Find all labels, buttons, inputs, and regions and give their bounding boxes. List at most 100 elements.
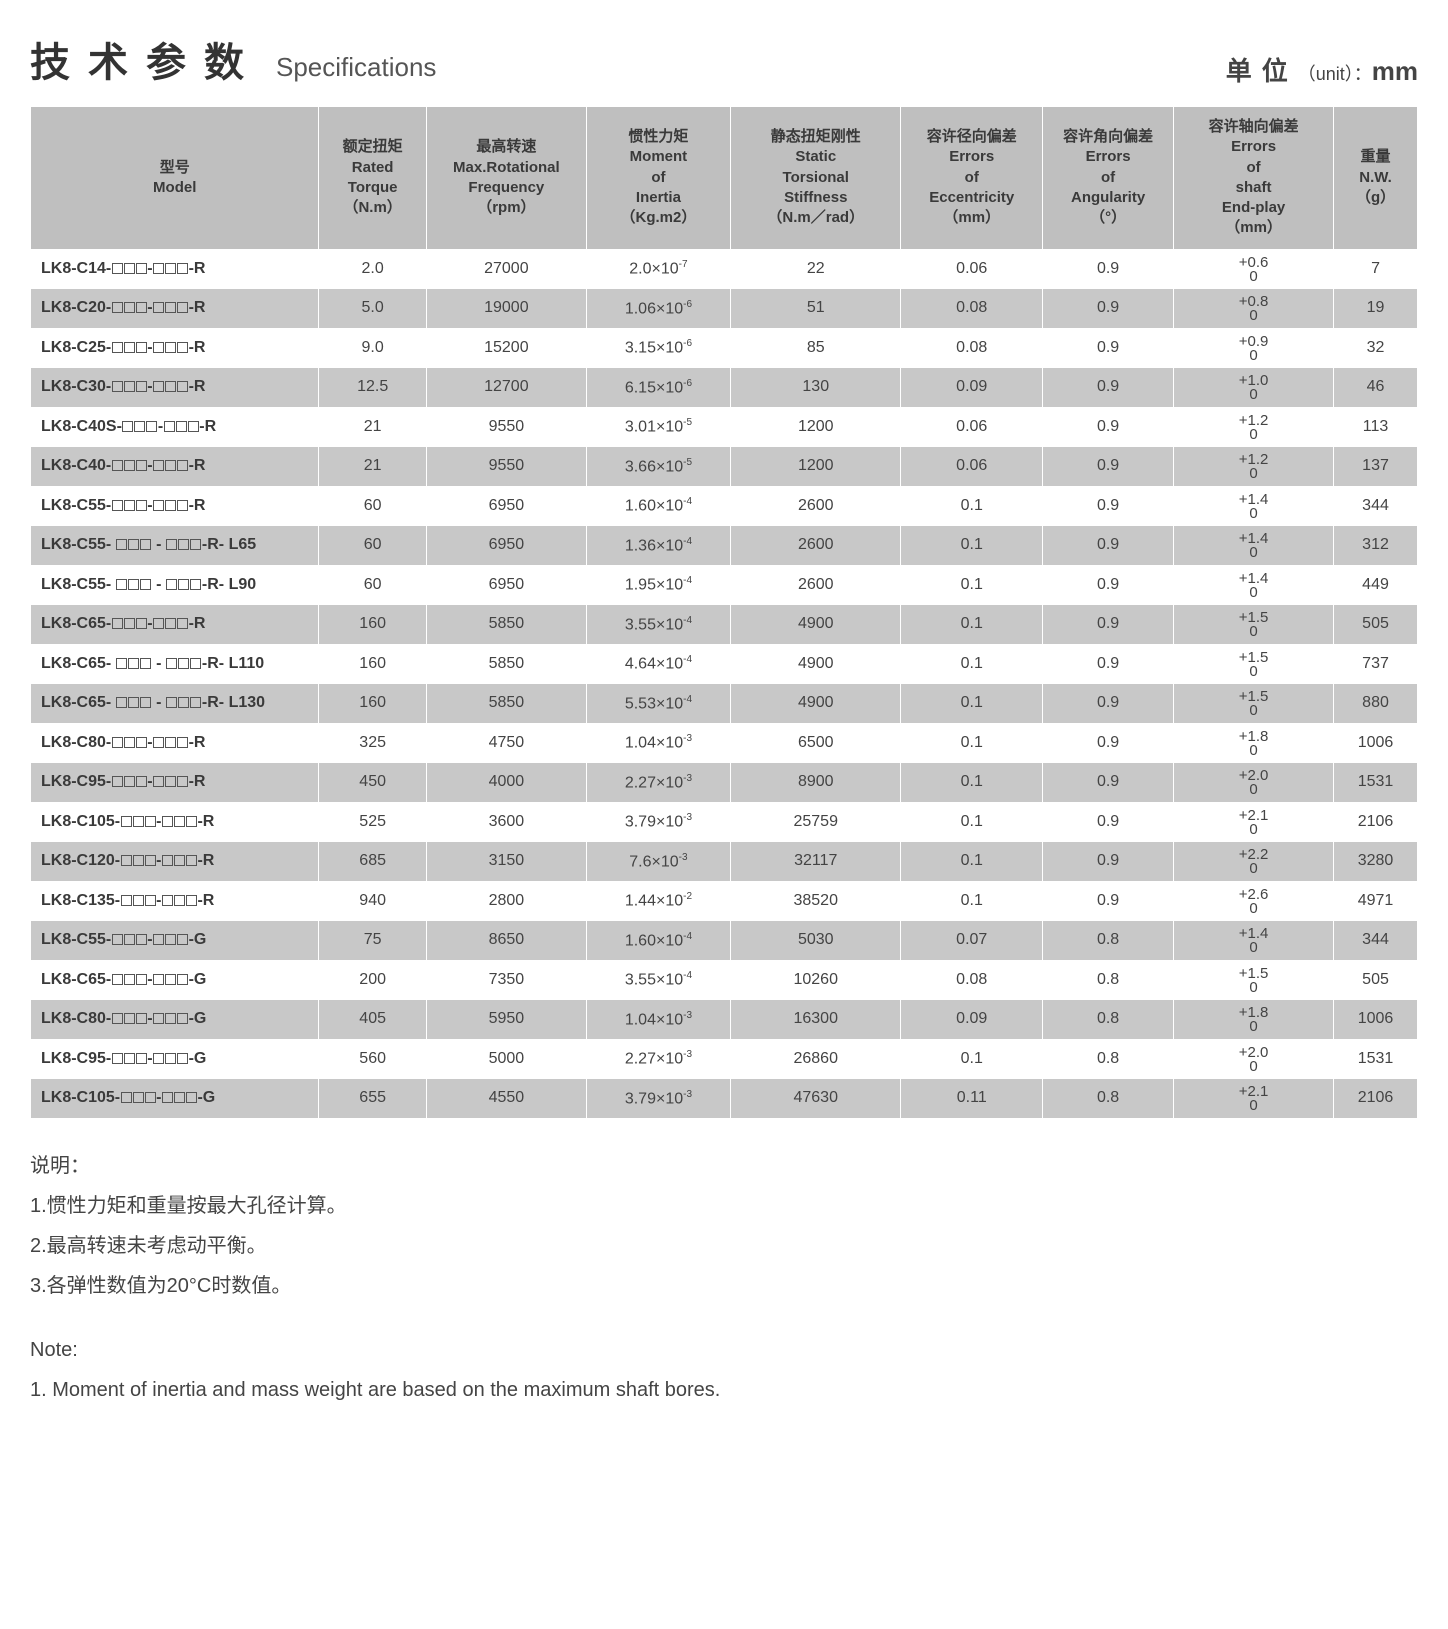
cell-torque: 5.0: [319, 289, 426, 329]
cell-endplay: +2.10: [1174, 802, 1334, 842]
cell-stiffness: 26860: [731, 1039, 901, 1079]
cell-inertia: 2.27×10-3: [586, 1039, 730, 1079]
table-row: LK8-C55---G7586501.60×10-450300.070.8+1.…: [31, 921, 1418, 961]
cell-torque: 160: [319, 644, 426, 684]
cell-eccentricity: 0.1: [901, 802, 1043, 842]
cell-weight: 449: [1334, 565, 1418, 605]
cell-endplay: +1.50: [1174, 644, 1334, 684]
cell-eccentricity: 0.1: [901, 644, 1043, 684]
cell-weight: 19: [1334, 289, 1418, 329]
cell-model: LK8-C135---R: [31, 881, 319, 921]
table-row: LK8-C80---R32547501.04×10-365000.10.9+1.…: [31, 723, 1418, 763]
cell-stiffness: 10260: [731, 960, 901, 1000]
cell-eccentricity: 0.09: [901, 368, 1043, 408]
cell-model: LK8-C40S---R: [31, 407, 319, 447]
cell-endplay: +0.90: [1174, 328, 1334, 368]
cell-inertia: 3.15×10-6: [586, 328, 730, 368]
cell-angularity: 0.8: [1043, 1079, 1174, 1119]
cell-eccentricity: 0.1: [901, 881, 1043, 921]
table-row: LK8-C120---R68531507.6×10-3321170.10.9+2…: [31, 842, 1418, 882]
cell-torque: 405: [319, 1000, 426, 1040]
table-row: LK8-C95---G56050002.27×10-3268600.10.8+2…: [31, 1039, 1418, 1079]
cell-eccentricity: 0.1: [901, 1039, 1043, 1079]
cell-rpm: 3150: [426, 842, 586, 882]
cell-angularity: 0.9: [1043, 526, 1174, 566]
cell-model: LK8-C65---R: [31, 605, 319, 645]
cell-weight: 3280: [1334, 842, 1418, 882]
cell-torque: 655: [319, 1079, 426, 1119]
cell-model: LK8-C65- - -R- L130: [31, 684, 319, 724]
cell-weight: 2106: [1334, 1079, 1418, 1119]
cell-model: LK8-C120---R: [31, 842, 319, 882]
table-row: LK8-C65---G20073503.55×10-4102600.080.8+…: [31, 960, 1418, 1000]
cell-torque: 160: [319, 605, 426, 645]
cell-angularity: 0.8: [1043, 1000, 1174, 1040]
cell-torque: 525: [319, 802, 426, 842]
cell-inertia: 1.60×10-4: [586, 486, 730, 526]
cell-angularity: 0.9: [1043, 723, 1174, 763]
cell-endplay: +2.00: [1174, 1039, 1334, 1079]
note-line: 1. Moment of inertia and mass weight are…: [30, 1371, 1418, 1409]
table-row: LK8-C40S---R2195503.01×10-512000.060.9+1…: [31, 407, 1418, 447]
col-header: 最高转速Max.RotationalFrequency（rpm）: [426, 107, 586, 250]
cell-endplay: +2.10: [1174, 1079, 1334, 1119]
cell-endplay: +1.20: [1174, 447, 1334, 487]
notes-cn-head: 说明：: [30, 1147, 1418, 1185]
cell-rpm: 4750: [426, 723, 586, 763]
cell-eccentricity: 0.06: [901, 407, 1043, 447]
cell-endplay: +1.50: [1174, 960, 1334, 1000]
note-line: 1.惯性力矩和重量按最大孔径计算。: [30, 1187, 1418, 1225]
cell-rpm: 5850: [426, 605, 586, 645]
cell-eccentricity: 0.08: [901, 960, 1043, 1000]
col-header: 容许角向偏差ErrorsofAngularity（°）: [1043, 107, 1174, 250]
cell-inertia: 2.0×10-7: [586, 249, 730, 289]
cell-eccentricity: 0.11: [901, 1079, 1043, 1119]
cell-torque: 940: [319, 881, 426, 921]
cell-torque: 60: [319, 486, 426, 526]
col-header: 额定扭矩RatedTorque（N.m）: [319, 107, 426, 250]
cell-angularity: 0.9: [1043, 289, 1174, 329]
title-en: Specifications: [276, 52, 436, 83]
table-row: LK8-C65- - -R- L13016058505.53×10-449000…: [31, 684, 1418, 724]
table-head: 型号Model额定扭矩RatedTorque（N.m）最高转速Max.Rotat…: [31, 107, 1418, 250]
page-header: 技术参数 Specifications 单位（unit）：mm: [30, 30, 1418, 88]
cell-rpm: 12700: [426, 368, 586, 408]
cell-stiffness: 2600: [731, 526, 901, 566]
cell-stiffness: 8900: [731, 763, 901, 803]
cell-rpm: 5000: [426, 1039, 586, 1079]
cell-inertia: 2.27×10-3: [586, 763, 730, 803]
cell-endplay: +1.00: [1174, 368, 1334, 408]
cell-model: LK8-C55- - -R- L90: [31, 565, 319, 605]
cell-torque: 21: [319, 447, 426, 487]
cell-weight: 32: [1334, 328, 1418, 368]
cell-stiffness: 6500: [731, 723, 901, 763]
cell-inertia: 3.79×10-3: [586, 1079, 730, 1119]
cell-inertia: 1.06×10-6: [586, 289, 730, 329]
cell-endplay: +2.00: [1174, 763, 1334, 803]
cell-angularity: 0.8: [1043, 1039, 1174, 1079]
cell-rpm: 3600: [426, 802, 586, 842]
cell-torque: 21: [319, 407, 426, 447]
cell-weight: 137: [1334, 447, 1418, 487]
cell-torque: 160: [319, 684, 426, 724]
col-header: 容许径向偏差ErrorsofEccentricity（mm）: [901, 107, 1043, 250]
cell-rpm: 15200: [426, 328, 586, 368]
cell-torque: 12.5: [319, 368, 426, 408]
cell-rpm: 5850: [426, 684, 586, 724]
cell-inertia: 4.64×10-4: [586, 644, 730, 684]
notes-section: 说明： 1.惯性力矩和重量按最大孔径计算。2.最高转速未考虑动平衡。3.各弹性数…: [30, 1147, 1418, 1409]
title-cn: 技术参数: [30, 30, 262, 88]
cell-stiffness: 4900: [731, 644, 901, 684]
cell-inertia: 1.04×10-3: [586, 1000, 730, 1040]
col-header: 静态扭矩刚性StaticTorsionalStiffness（N.m／rad）: [731, 107, 901, 250]
cell-endplay: +1.40: [1174, 486, 1334, 526]
cell-eccentricity: 0.1: [901, 605, 1043, 645]
cell-rpm: 5850: [426, 644, 586, 684]
cell-eccentricity: 0.06: [901, 447, 1043, 487]
cell-stiffness: 16300: [731, 1000, 901, 1040]
cell-model: LK8-C55---G: [31, 921, 319, 961]
cell-angularity: 0.9: [1043, 368, 1174, 408]
cell-inertia: 3.79×10-3: [586, 802, 730, 842]
cell-angularity: 0.9: [1043, 605, 1174, 645]
cell-angularity: 0.9: [1043, 328, 1174, 368]
